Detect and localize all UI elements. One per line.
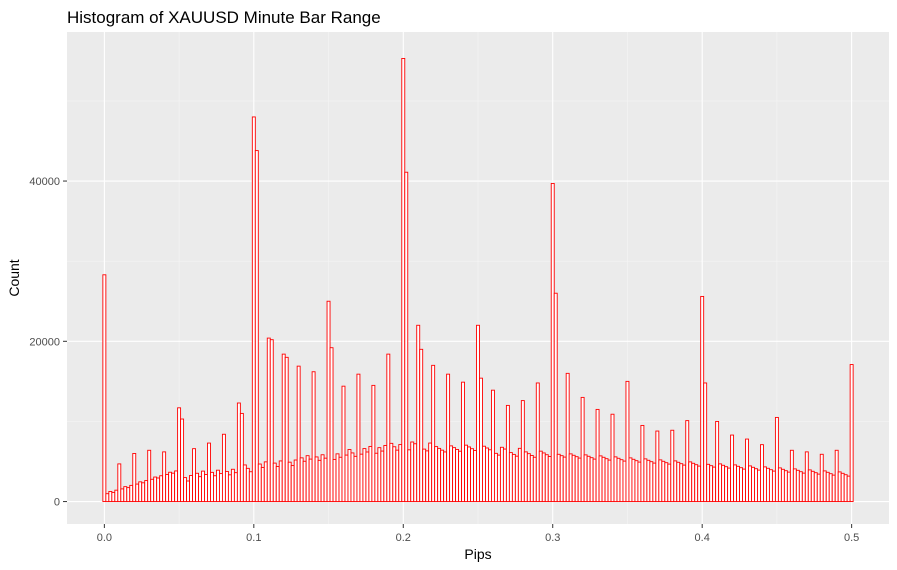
histogram-bar bbox=[580, 396, 585, 503]
y-axis-label: Count bbox=[6, 259, 22, 296]
x-tick-label: 0.2 bbox=[396, 532, 411, 544]
histogram-bar bbox=[284, 356, 289, 503]
histogram-bar bbox=[311, 371, 316, 503]
histogram-bar bbox=[520, 400, 525, 503]
x-tick-label: 0.4 bbox=[695, 532, 710, 544]
histogram-bar bbox=[132, 453, 137, 503]
histogram-bar bbox=[102, 274, 107, 503]
histogram-bar bbox=[329, 347, 334, 503]
histogram-bar bbox=[715, 420, 720, 503]
histogram-bar bbox=[535, 382, 540, 503]
histogram-bar bbox=[239, 412, 244, 503]
histogram-bar bbox=[553, 292, 558, 503]
histogram-bar bbox=[461, 381, 465, 503]
x-tick-label: 0.1 bbox=[246, 532, 261, 544]
histogram-bar bbox=[356, 373, 361, 503]
histogram-bar bbox=[479, 377, 483, 503]
histogram-bar bbox=[147, 449, 152, 503]
y-axis: 0 20000 40000 bbox=[29, 176, 67, 509]
histogram-bar bbox=[404, 171, 409, 503]
histogram-bar bbox=[419, 348, 424, 503]
x-tick-label: 0.5 bbox=[844, 532, 859, 544]
histogram-bar bbox=[703, 382, 708, 503]
histogram-bar bbox=[341, 385, 346, 503]
y-tick-label: 40000 bbox=[29, 176, 60, 188]
histogram-bar bbox=[269, 339, 274, 503]
y-tick-label: 0 bbox=[54, 497, 60, 509]
histogram-bar bbox=[117, 463, 122, 503]
histogram-bar bbox=[431, 364, 436, 503]
histogram-bar bbox=[685, 420, 690, 503]
histogram-bar bbox=[491, 389, 495, 503]
x-axis-label: Pips bbox=[464, 546, 491, 562]
histogram-bar bbox=[774, 416, 779, 503]
histogram-bar bbox=[296, 365, 301, 503]
histogram-bar bbox=[849, 364, 854, 503]
chart-title: Histogram of XAUUSD Minute Bar Range bbox=[67, 8, 381, 27]
histogram-bar bbox=[221, 433, 226, 503]
histogram-bar bbox=[625, 380, 630, 503]
histogram-bar bbox=[446, 373, 451, 503]
x-tick-label: 0.3 bbox=[545, 532, 560, 544]
y-tick-label: 20000 bbox=[29, 336, 60, 348]
histogram-bar bbox=[254, 150, 259, 503]
histogram-bar bbox=[371, 384, 376, 503]
x-tick-label: 0.0 bbox=[97, 532, 112, 544]
histogram-bar bbox=[180, 418, 185, 503]
histogram-bar bbox=[386, 353, 391, 503]
x-axis: 0.0 0.1 0.2 0.3 0.4 0.5 bbox=[97, 524, 859, 544]
histogram-bars bbox=[102, 57, 854, 503]
histogram-bar bbox=[565, 372, 570, 503]
